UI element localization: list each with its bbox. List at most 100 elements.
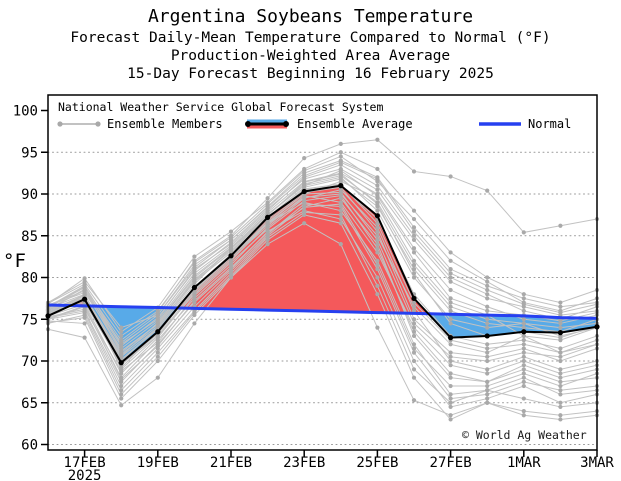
member-dot [411, 333, 417, 339]
ensemble-average-line [47, 184, 598, 365]
member-dot [485, 287, 490, 293]
member-dot [375, 250, 380, 255]
plot-frame [47, 94, 598, 451]
member-dot [155, 358, 160, 364]
member-dot [448, 383, 453, 389]
member-dot [485, 371, 490, 376]
member-dot [302, 210, 307, 215]
member-dot [302, 221, 307, 226]
member-dot [521, 292, 526, 297]
legend-source-label: National Weather Service Global Forecast… [58, 100, 384, 114]
member-dot [302, 195, 307, 200]
legend-average-label: Ensemble Average [297, 117, 413, 131]
member-dot [375, 325, 380, 330]
member-dot [338, 154, 343, 159]
member-dot [411, 346, 417, 351]
member-dot [411, 325, 417, 330]
chart-subtitle-measure: Forecast Daily-Mean Temperature Compared… [70, 30, 551, 46]
member-dot [192, 268, 197, 273]
member-dot [192, 254, 197, 259]
average-dot [338, 183, 344, 189]
member-dot [155, 354, 160, 359]
member-dot [82, 284, 87, 289]
chart-subtitle-period: 15-Day Forecast Beginning 16 February 20… [127, 66, 494, 82]
member-dot [521, 358, 526, 364]
member-dot [521, 350, 526, 355]
average-dot [484, 333, 490, 339]
member-dot [411, 375, 417, 380]
member-dot [448, 174, 453, 179]
member-dot [558, 371, 563, 376]
y-tick-label: 100 [13, 104, 38, 120]
member-dot [448, 342, 453, 347]
member-dot [119, 396, 124, 401]
member-dot [375, 246, 380, 251]
member-dot [448, 250, 453, 255]
x-tick-label: 1MAR [507, 455, 541, 471]
member-dot [375, 225, 380, 230]
member-dot [558, 325, 563, 330]
member-dot [265, 230, 270, 235]
member-dot [448, 287, 453, 293]
member-dot [521, 354, 526, 359]
member-line [47, 161, 598, 344]
member-dot [448, 363, 453, 368]
x-tick-label: 17FEB [64, 455, 106, 471]
member-dot [448, 371, 453, 376]
member-dot [448, 300, 453, 305]
member-dot [521, 321, 526, 326]
average-dot [521, 329, 527, 335]
member-dot [558, 388, 563, 393]
member-dot [448, 358, 453, 364]
member-dot [265, 242, 270, 247]
member-dot [338, 160, 343, 165]
member-dot [338, 191, 343, 197]
member-dot [411, 358, 417, 364]
member-dot [338, 216, 343, 222]
member-line [47, 211, 598, 408]
member-dot [338, 171, 343, 177]
member-dot [521, 230, 526, 235]
member-dot [448, 317, 453, 322]
ensemble-average-symbol [245, 119, 289, 129]
member-dot [119, 329, 124, 334]
member-dot [448, 267, 453, 272]
member-line [47, 178, 598, 356]
member-dot [265, 201, 270, 207]
member-dot [155, 312, 160, 318]
member-dot [485, 400, 490, 405]
member-dot [338, 221, 343, 226]
legend-members-label: Ensemble Members [107, 117, 223, 131]
member-dot [375, 283, 380, 288]
member-dot [521, 342, 526, 347]
legend-normal-label: Normal [528, 117, 572, 131]
member-dot [448, 258, 453, 263]
member-dot [375, 229, 380, 234]
member-dot [411, 250, 417, 255]
member-dot [155, 350, 160, 355]
member-dot [119, 353, 124, 359]
member-dot [521, 383, 526, 389]
member-dot [155, 340, 160, 345]
x-tick-label: 27FEB [430, 455, 472, 471]
member-dot [448, 404, 453, 410]
member-dot [302, 155, 307, 161]
member-dot [411, 317, 417, 322]
member-dot [119, 348, 124, 354]
member-dot [375, 166, 380, 172]
member-dot [375, 137, 380, 142]
x-tick-label: 19FEB [137, 455, 179, 471]
member-dot [448, 392, 453, 397]
member-dot [558, 400, 563, 405]
member-dot [521, 346, 526, 351]
member-dot [521, 317, 526, 322]
member-dot [485, 392, 490, 397]
member-dot [192, 293, 197, 298]
member-dot [228, 247, 234, 252]
member-dot [485, 396, 490, 401]
member-dot [375, 183, 380, 188]
x-tick-label: 25FEB [356, 455, 398, 471]
member-dot [119, 383, 124, 389]
member-dot [375, 221, 380, 226]
member-dot [411, 275, 417, 280]
